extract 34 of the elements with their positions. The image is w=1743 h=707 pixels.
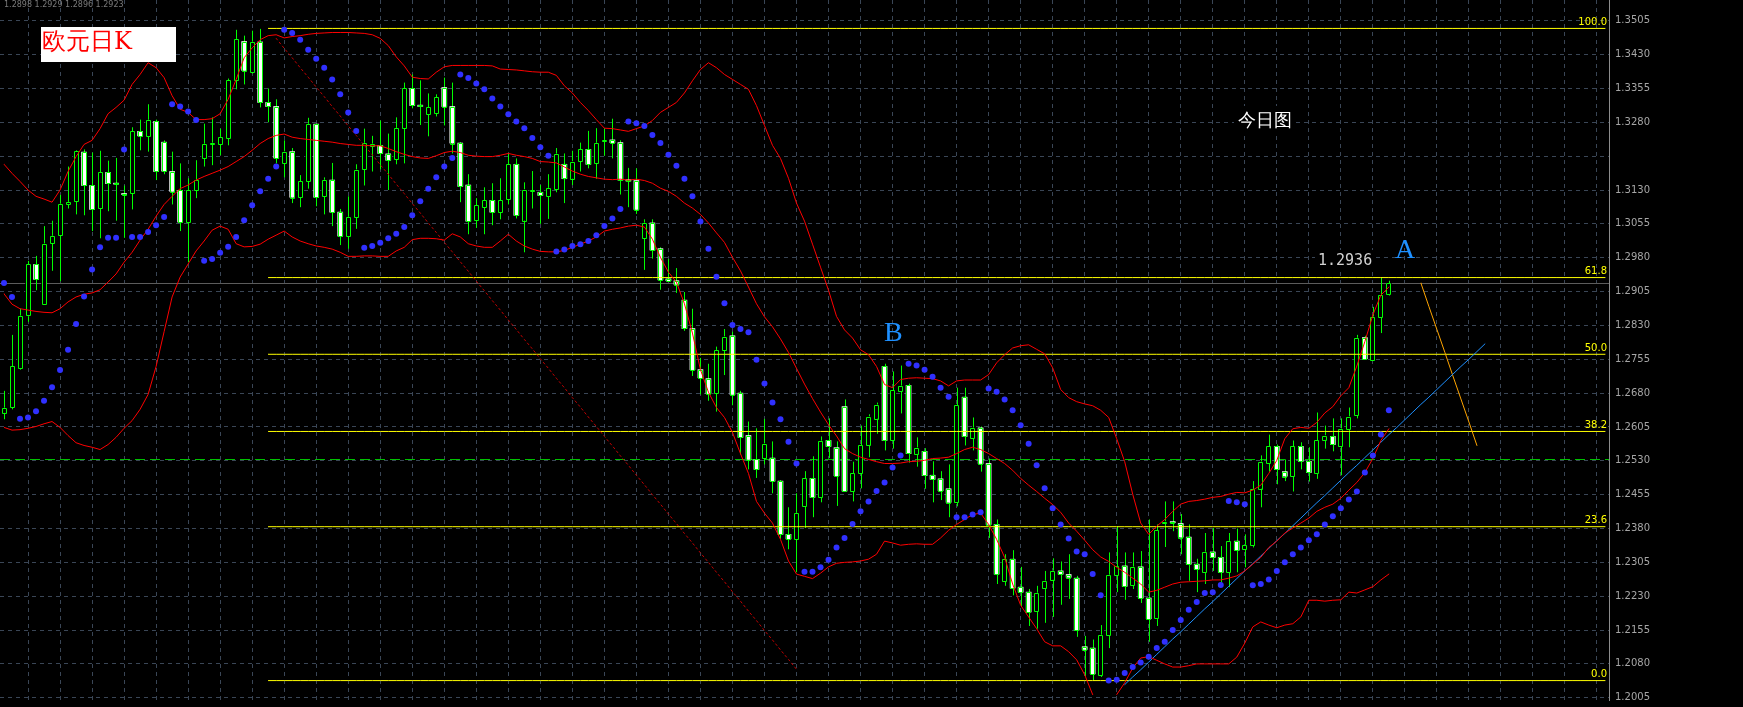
annotation: A (1395, 233, 1416, 265)
y-tick-label: 1.2530 (1615, 454, 1650, 466)
y-tick-label: 1.2380 (1615, 522, 1650, 534)
candlestick (161, 139, 167, 175)
series-label: 61.8 (1584, 265, 1607, 277)
y-tick-label: 1.2830 (1615, 319, 1650, 330)
annotation: 今日图 (1234, 106, 1296, 134)
y-tick-label: 1.2905 (1615, 285, 1650, 297)
series-label: 38.2 (1584, 419, 1607, 431)
y-tick-label: 1.3355 (1615, 82, 1650, 94)
series-label: 23.6 (1584, 514, 1607, 526)
series-label: 50.0 (1584, 341, 1607, 353)
text: 欧元日K (41, 27, 176, 62)
annotation: B (884, 316, 903, 348)
y-tick-label: 1.3280 (1615, 115, 1650, 127)
y-tick-label: 1.2305 (1615, 555, 1650, 567)
y-tick-label: 1.2230 (1615, 589, 1650, 601)
y-tick-label: 1.2155 (1615, 623, 1650, 635)
y-tick-label: 1.2080 (1615, 657, 1650, 669)
y-tick-label: 1.2005 (1615, 691, 1650, 703)
y-tick-label: 1.3130 (1615, 183, 1650, 195)
y-tick-label: 1.2755 (1615, 352, 1650, 364)
y-tick-label: 1.3055 (1615, 217, 1650, 229)
series-label: 100.0 (1578, 16, 1607, 28)
y-tick-label: 1.2680 (1615, 386, 1650, 398)
y-tick-label: 1.3430 (1615, 48, 1650, 60)
series-label: 0.0 (1591, 668, 1607, 680)
y-tick-label: 1.2605 (1615, 420, 1650, 432)
y-tick-label: 1.3505 (1615, 14, 1650, 26)
line-series (275, 37, 797, 670)
annotation: 1.2936 (1315, 250, 1376, 270)
y-tick-label: 1.2455 (1615, 488, 1650, 500)
y-tick-label: 1.2980 (1615, 251, 1650, 263)
annotation: 1.2898 1.2929 1.2896 1.2923 (4, 0, 124, 9)
